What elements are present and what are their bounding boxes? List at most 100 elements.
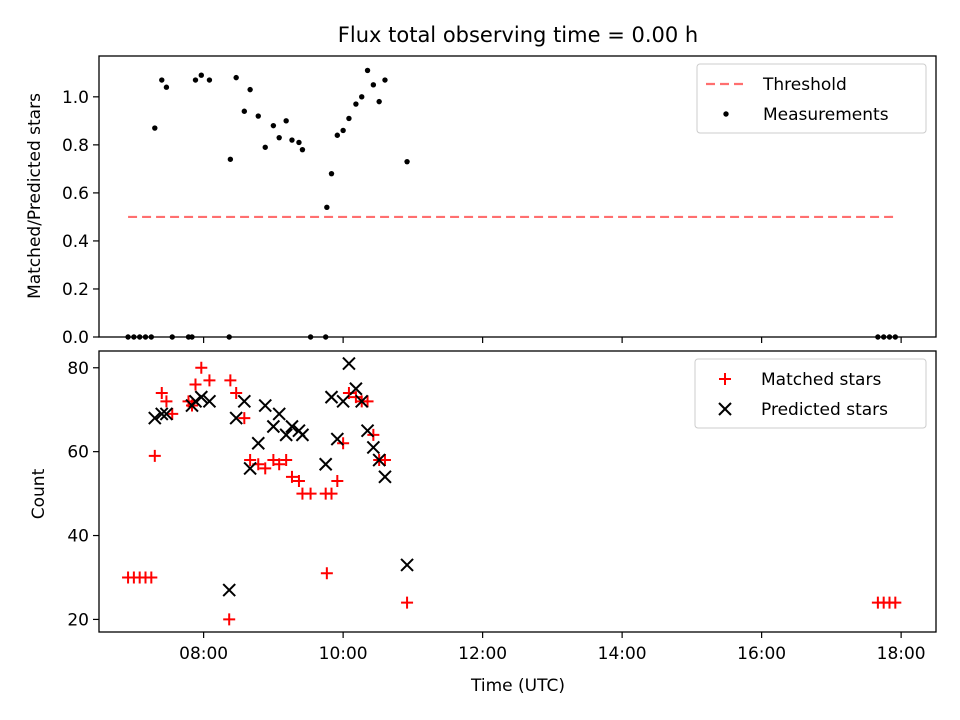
predicted-star-marker — [336, 394, 350, 409]
bottom-y-tick-label: 40 — [67, 527, 89, 547]
top-y-tick-label: 0.0 — [62, 328, 89, 348]
matched-star-marker — [331, 475, 344, 488]
predicted-star-marker — [318, 457, 333, 471]
legend-matched-label: Matched stars — [761, 370, 881, 390]
matched-star-marker — [160, 395, 173, 408]
matched-star-marker — [280, 454, 293, 467]
top-y-tick-label: 0.6 — [62, 184, 89, 204]
measurement-point — [247, 86, 253, 93]
matched-star-marker — [145, 571, 158, 584]
measurement-point — [359, 94, 365, 100]
matched-star-marker — [304, 487, 317, 500]
x-tick-label: 14:00 — [598, 644, 647, 664]
bottom-legend: Matched stars Predicted stars — [694, 358, 927, 429]
legend-measurements-label: Measurements — [763, 105, 889, 125]
matched-star-marker — [166, 407, 179, 420]
predicted-star-marker — [366, 440, 381, 455]
legend-matched-swatch — [719, 373, 731, 385]
predicted-star-marker — [372, 453, 386, 467]
top-y-tick-label: 0.8 — [62, 136, 89, 156]
measurement-point — [206, 77, 213, 83]
measurement-point — [376, 98, 382, 105]
legend-measurements-swatch — [723, 111, 729, 117]
measurement-point — [159, 77, 165, 83]
measurement-point — [370, 82, 377, 88]
predicted-star-marker — [324, 390, 339, 404]
predicted-star-marker — [251, 436, 265, 450]
predicted-star-marker — [243, 461, 257, 476]
predicted-star-marker — [237, 394, 252, 409]
matched-star-marker — [238, 412, 251, 425]
matched-star-marker — [401, 596, 414, 609]
predicted-star-marker — [272, 407, 286, 421]
predicted-star-marker — [378, 470, 392, 484]
bottom-y-axis-label: Count — [29, 468, 49, 519]
measurement-point — [328, 170, 335, 177]
measurement-point — [198, 72, 204, 78]
predicted-star-marker — [400, 558, 414, 572]
matched-star-marker — [189, 378, 202, 391]
chart-title: Flux total observing time = 0.00 h — [338, 23, 698, 47]
legend-threshold-label: Threshold — [762, 75, 847, 95]
measurement-point — [353, 101, 359, 107]
bottom-y-tick-label: 20 — [67, 610, 89, 630]
matched-star-marker — [223, 613, 236, 626]
measurement-point — [346, 115, 352, 122]
predicted-star-marker — [222, 583, 236, 597]
predicted-star-marker — [355, 394, 369, 409]
x-tick-label: 18:00 — [877, 644, 926, 664]
legend-predicted-label: Predicted stars — [761, 400, 888, 420]
top-y-tick-label: 0.2 — [62, 280, 89, 300]
matched-star-marker — [325, 487, 338, 500]
measurement-point — [227, 156, 234, 162]
matched-star-marker — [195, 361, 208, 374]
predicted-star-marker — [349, 382, 363, 396]
measurement-point — [364, 67, 371, 74]
measurement-point — [299, 146, 306, 153]
predicted-star-marker — [159, 407, 174, 421]
matched-star-marker — [337, 437, 350, 450]
matched-star-marker — [285, 470, 298, 483]
measurement-point — [255, 113, 261, 119]
bottom-legend-box — [694, 358, 927, 429]
top-legend-box — [696, 63, 927, 134]
predicted-star-marker — [188, 394, 203, 409]
matched-star-marker — [361, 395, 374, 408]
measurement-point — [233, 74, 239, 81]
top-y-axis-label: Matched/Predicted stars — [25, 93, 45, 299]
top-y-tick-label: 0.4 — [62, 232, 89, 252]
measurement-point — [382, 77, 388, 83]
predicted-star-marker — [295, 428, 310, 442]
measurement-point — [270, 122, 277, 129]
bottom-y-tick-label: 80 — [67, 359, 89, 379]
measurement-point — [152, 125, 158, 131]
predicted-star-marker — [148, 411, 162, 425]
matched-star-marker — [889, 596, 902, 609]
x-tick-label: 16:00 — [737, 644, 786, 664]
predicted-star-marker — [202, 394, 217, 409]
top-axes-frame — [98, 55, 937, 338]
matched-star-marker — [224, 374, 237, 387]
legend-predicted-swatch — [718, 402, 732, 416]
measurement-point — [192, 77, 199, 83]
predicted-star-marker — [229, 411, 243, 425]
measurement-point — [340, 127, 346, 134]
bottom-axes-frame — [98, 350, 937, 633]
bottom-y-tick-label: 60 — [67, 443, 89, 463]
matched-star-marker — [148, 449, 161, 462]
matched-star-marker — [273, 458, 286, 471]
top-panel: 0.0 0.2 0.4 0.6 0.8 1.0 Matched/Predicted sta… — [25, 55, 937, 348]
measurement-point — [163, 84, 170, 90]
measurement-point — [241, 108, 248, 114]
measurement-point — [404, 158, 410, 165]
predicted-star-marker — [285, 419, 299, 434]
matched-star-marker — [378, 454, 391, 467]
matched-star-marker — [230, 386, 243, 399]
predicted-star-marker — [330, 432, 345, 446]
matched-star-marker — [320, 567, 333, 580]
matched-star-marker — [155, 386, 168, 399]
x-axis-label: Time (UTC) — [470, 676, 565, 696]
x-tick-label: 12:00 — [458, 644, 507, 664]
